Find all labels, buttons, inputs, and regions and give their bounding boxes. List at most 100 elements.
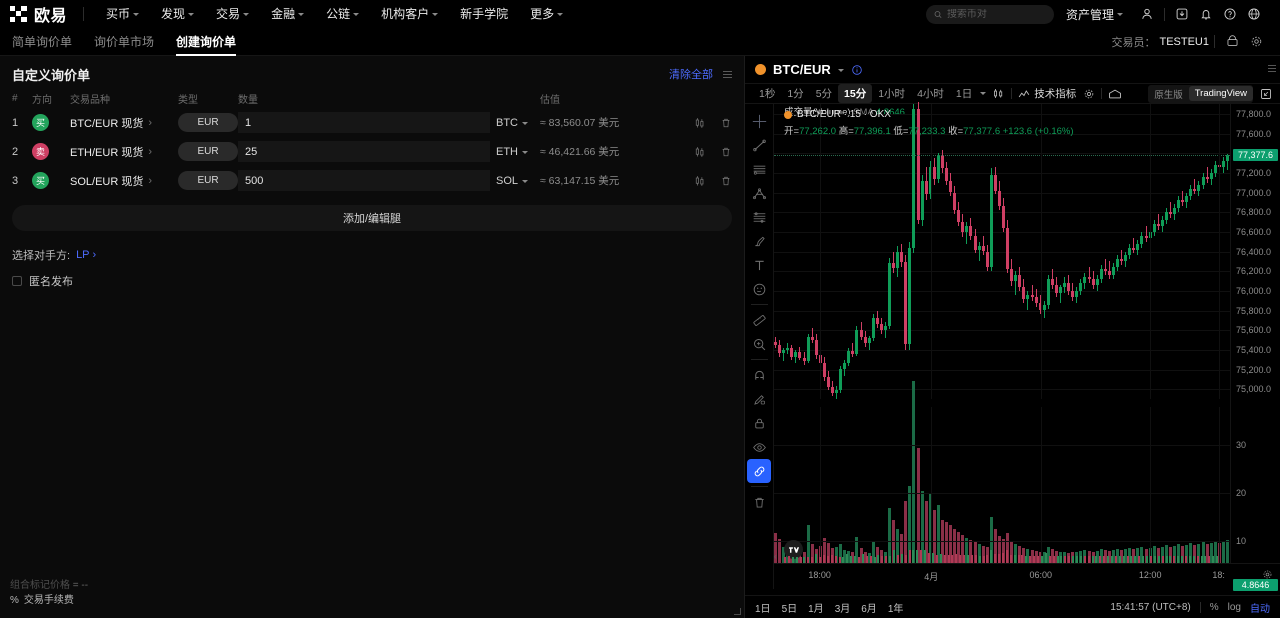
measure-ruler-tool-icon[interactable]: [747, 308, 771, 332]
sync-drawings-link-icon[interactable]: [747, 459, 771, 483]
asset-management-menu[interactable]: 资产管理: [1066, 6, 1123, 23]
download-app-button[interactable]: [1170, 2, 1194, 26]
fib-retracement-tool-icon[interactable]: [747, 205, 771, 229]
range-5d[interactable]: 5日: [781, 603, 798, 615]
candlestick-chart-icon[interactable]: [694, 175, 706, 187]
okx-logo[interactable]: 欧易: [10, 2, 67, 26]
timeframe-1m[interactable]: 1分: [787, 88, 804, 100]
chart-plot-area[interactable]: BTC/EUR · 15 · OKX 开=77,262.0 高=77,396.1…: [774, 102, 1230, 563]
row-quantity[interactable]: 500: [238, 170, 496, 191]
search-input[interactable]: [946, 8, 1046, 20]
search-box[interactable]: [925, 4, 1054, 24]
horizontal-lines-tool-icon[interactable]: [747, 157, 771, 181]
resize-handle[interactable]: [734, 608, 741, 615]
chevron-down-icon[interactable]: [837, 68, 844, 72]
currency-select[interactable]: SOL: [496, 175, 540, 187]
candlestick-chart-icon[interactable]: [694, 146, 706, 158]
chart-view-toggle[interactable]: 原生版 TradingView: [1148, 84, 1253, 103]
notifications-button[interactable]: [1194, 2, 1218, 26]
view-native[interactable]: 原生版: [1154, 89, 1183, 101]
settings-button[interactable]: [1244, 30, 1268, 54]
range-1mo[interactable]: 1月: [808, 603, 824, 615]
lock-tool-icon[interactable]: [747, 411, 771, 435]
quantity-input[interactable]: 25: [238, 141, 490, 162]
row-side[interactable]: 买: [32, 172, 70, 189]
hide-drawings-eye-icon[interactable]: [747, 435, 771, 459]
pitchfork-tool-icon[interactable]: [747, 181, 771, 205]
quantity-input[interactable]: 500: [238, 170, 490, 191]
drawing-mode-lock-icon[interactable]: [747, 387, 771, 411]
magnet-tool-icon[interactable]: [747, 363, 771, 387]
range-1d[interactable]: 1日: [755, 603, 771, 615]
chart-snapshot-icon[interactable]: [1108, 88, 1122, 100]
drag-handle-icon[interactable]: [723, 70, 732, 78]
timeframe-15m[interactable]: 15分: [838, 84, 873, 103]
type-pill[interactable]: EUR: [178, 113, 238, 132]
range-1y[interactable]: 1年: [887, 603, 904, 615]
timeframe-5m[interactable]: 5分: [815, 88, 833, 100]
info-icon[interactable]: [851, 64, 863, 76]
quantity-input[interactable]: 1: [238, 112, 490, 133]
row-quantity[interactable]: 25: [238, 141, 496, 162]
range-6mo[interactable]: 6月: [861, 603, 877, 615]
tab-create-rfq[interactable]: 创建询价单: [176, 27, 237, 56]
nav-item-discover[interactable]: 发现: [150, 0, 205, 28]
row-type[interactable]: EUR: [178, 171, 238, 190]
nav-item-trade[interactable]: 交易: [205, 0, 260, 28]
type-pill[interactable]: EUR: [178, 142, 238, 161]
row-side[interactable]: 买: [32, 114, 70, 131]
zoom-in-tool-icon[interactable]: [747, 332, 771, 356]
row-currency[interactable]: ETH: [496, 146, 540, 158]
view-tradingview[interactable]: TradingView: [1188, 86, 1253, 101]
timeframe-1d[interactable]: 1日: [955, 88, 973, 100]
nav-item-academy[interactable]: 新手学院: [449, 0, 519, 28]
tab-rfq-market[interactable]: 询价单市场: [94, 27, 154, 56]
currency-select[interactable]: ETH: [496, 146, 540, 158]
chart-panel-menu-icon[interactable]: [1268, 65, 1276, 72]
user-account-button[interactable]: [1135, 2, 1159, 26]
row-type[interactable]: EUR: [178, 113, 238, 132]
trend-line-tool-icon[interactable]: [747, 133, 771, 157]
help-button[interactable]: [1218, 2, 1242, 26]
indicators-button[interactable]: 技术指标: [1018, 86, 1076, 101]
range-3mo[interactable]: 3月: [834, 603, 851, 615]
currency-select[interactable]: BTC: [496, 117, 540, 129]
delete-row-icon[interactable]: [720, 175, 732, 187]
timeframe-1h[interactable]: 1小时: [878, 88, 906, 100]
table-row[interactable]: 3 买 SOL/EUR 现货 › EUR 500 SOL ≈ 63,147.15 …: [8, 166, 736, 195]
nav-item-more[interactable]: 更多: [519, 0, 574, 28]
table-row[interactable]: 2 卖 ETH/EUR 现货 › EUR 25 ETH ≈ 46,421.66 美…: [8, 137, 736, 166]
nav-item-finance[interactable]: 金融: [260, 0, 315, 28]
row-symbol[interactable]: ETH/EUR 现货 ›: [70, 144, 178, 160]
row-currency[interactable]: SOL: [496, 175, 540, 187]
fullscreen-icon[interactable]: [1260, 88, 1272, 100]
time-axis-settings-icon[interactable]: [1262, 569, 1273, 580]
price-axis[interactable]: 77,800.077,600.077,400.077,200.077,000.0…: [1230, 104, 1280, 591]
time-axis[interactable]: 18:00 4月 06:00 12:00 18:: [774, 563, 1280, 589]
chart-minimap[interactable]: ‹: [774, 550, 1230, 563]
crosshair-tool-icon[interactable]: [747, 109, 771, 133]
delete-row-icon[interactable]: [720, 117, 732, 129]
language-button[interactable]: [1242, 2, 1266, 26]
candlestick-chart-icon[interactable]: [694, 117, 706, 129]
emoji-tool-icon[interactable]: [747, 277, 771, 301]
timeframe-4h[interactable]: 4小时: [917, 88, 944, 100]
brush-tool-icon[interactable]: [747, 229, 771, 253]
minimap-handle-icon[interactable]: ‹: [774, 552, 777, 561]
widget-layout-button[interactable]: [1220, 30, 1244, 54]
row-type[interactable]: EUR: [178, 142, 238, 161]
nav-item-chain[interactable]: 公链: [315, 0, 370, 28]
timeframe-more-chevron-icon[interactable]: [980, 92, 987, 95]
timeframe-1s[interactable]: 1秒: [759, 88, 776, 100]
row-side[interactable]: 卖: [32, 143, 70, 160]
remove-drawings-trash-icon[interactable]: [747, 490, 771, 514]
row-symbol[interactable]: BTC/EUR 现货 ›: [70, 115, 178, 131]
chart-type-icon[interactable]: [992, 87, 1005, 100]
chart-settings-icon[interactable]: [1083, 88, 1095, 100]
nav-item-buy-crypto[interactable]: 买币: [95, 0, 150, 28]
table-row[interactable]: 1 买 BTC/EUR 现货 › EUR 1 BTC ≈ 83,560.07 美元: [8, 108, 736, 137]
auto-scale-button[interactable]: 自动: [1250, 603, 1270, 615]
clear-all-button[interactable]: 清除全部: [669, 69, 713, 81]
row-currency[interactable]: BTC: [496, 117, 540, 129]
anonymous-checkbox[interactable]: [12, 276, 22, 286]
